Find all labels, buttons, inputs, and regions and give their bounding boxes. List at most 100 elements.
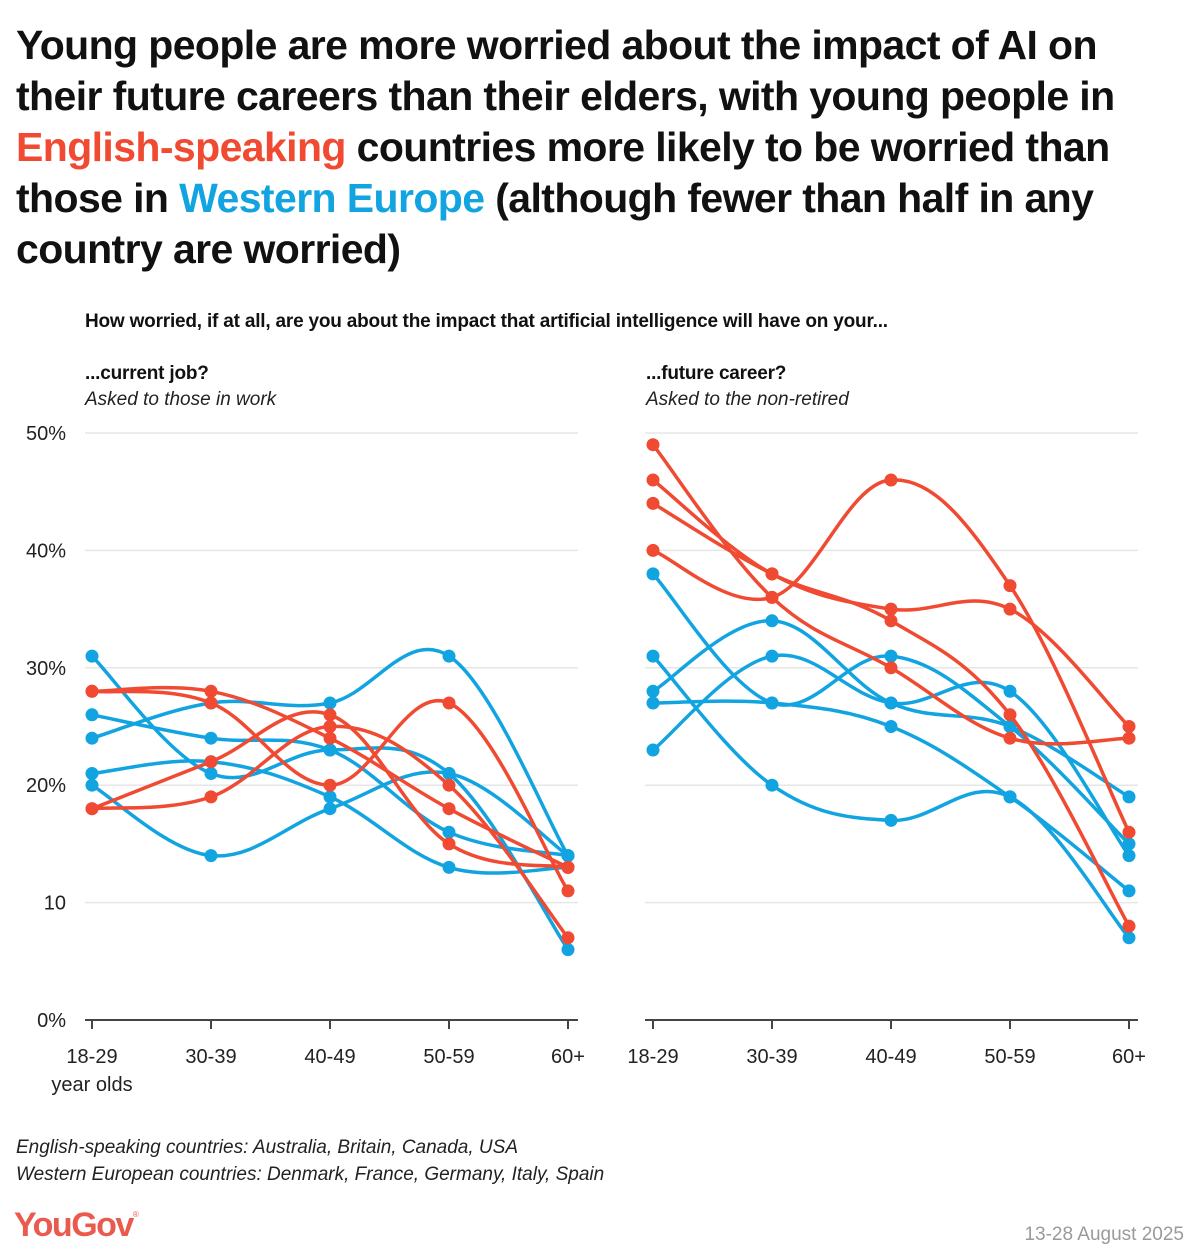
panel-title: ...future career?: [646, 363, 787, 384]
data-point-english-speaking: [204, 790, 218, 804]
data-point-english-speaking: [442, 802, 456, 816]
data-point-western-europe: [323, 743, 337, 757]
series-line-western-europe: [90, 647, 570, 858]
data-point-english-speaking: [323, 720, 337, 733]
data-point-western-europe: [1003, 790, 1017, 804]
data-point-western-europe: [85, 708, 99, 722]
data-point-western-europe: [85, 649, 99, 663]
data-point-western-europe: [1122, 849, 1136, 863]
data-point-western-europe: [1003, 720, 1017, 733]
data-point-english-speaking: [442, 837, 456, 851]
data-point-western-europe: [442, 825, 456, 839]
data-point-western-europe: [646, 696, 660, 710]
data-point-western-europe: [204, 767, 218, 780]
data-point-western-europe: [646, 743, 660, 757]
data-point-western-europe: [85, 767, 99, 780]
data-point-english-speaking: [884, 661, 898, 675]
data-point-english-speaking: [1122, 720, 1136, 733]
fieldwork-date: 13-28 August 2025: [1024, 1224, 1184, 1245]
x-tick-label: 50-59: [423, 1046, 474, 1068]
data-point-western-europe: [323, 696, 337, 710]
x-tick-label: 18-29: [66, 1046, 117, 1068]
x-tick-label: 60+: [1112, 1046, 1146, 1068]
data-point-western-europe: [765, 614, 779, 628]
x-tick-label: 50-59: [984, 1046, 1035, 1068]
y-tick-label: 10: [44, 893, 66, 915]
x-tick-label: 18-29: [627, 1046, 678, 1068]
panel-header-current-job: ...current job? Asked to those in work: [85, 361, 276, 413]
data-point-western-europe: [884, 813, 898, 827]
survey-question: How worried, if at all, are you about th…: [85, 311, 888, 332]
x-tick-label: 30-39: [185, 1046, 236, 1068]
series-line-english-speaking: [90, 689, 570, 893]
data-point-western-europe: [1122, 931, 1136, 945]
data-point-western-europe: [646, 684, 660, 698]
panel-title: ...current job?: [85, 363, 209, 384]
data-point-western-europe: [204, 731, 218, 745]
footnote-western-europe: Western European countries: Denmark, Fra…: [16, 1164, 605, 1185]
y-tick-label: 50%: [26, 423, 66, 445]
data-point-western-europe: [204, 849, 218, 863]
series-line-english-speaking: [651, 501, 1131, 928]
data-point-western-europe: [765, 696, 779, 710]
data-point-english-speaking: [646, 496, 660, 510]
title-text: Young people are more worried about the …: [16, 22, 1115, 119]
data-point-western-europe: [646, 649, 660, 663]
panel-header-future-career: ...future career? Asked to the non-retir…: [646, 361, 849, 413]
data-point-english-speaking: [442, 778, 456, 792]
data-point-western-europe: [442, 860, 456, 874]
data-point-western-europe: [765, 778, 779, 792]
panel-subtitle: Asked to those in work: [85, 389, 277, 410]
data-point-western-europe: [884, 649, 898, 663]
title-text: (although fewer than half in any country…: [16, 175, 1094, 272]
data-point-western-europe: [765, 649, 779, 663]
data-point-english-speaking: [1003, 708, 1017, 722]
data-point-western-europe: [85, 731, 99, 745]
data-point-western-europe: [1122, 884, 1136, 898]
data-point-english-speaking: [85, 684, 99, 698]
data-point-english-speaking: [323, 731, 337, 745]
y-tick-label: 40%: [26, 540, 66, 562]
series-line-english-speaking: [651, 478, 1131, 834]
data-point-western-europe: [561, 849, 575, 863]
data-point-english-speaking: [765, 590, 779, 604]
data-point-english-speaking: [561, 931, 575, 945]
x-tick-label: 30-39: [746, 1046, 797, 1068]
brand-name: YouGov: [14, 1206, 134, 1244]
data-point-western-europe: [1122, 837, 1136, 851]
data-point-english-speaking: [646, 473, 660, 487]
data-point-english-speaking: [85, 802, 99, 816]
data-point-english-speaking: [1003, 731, 1017, 745]
data-point-english-speaking: [204, 684, 218, 698]
data-point-english-speaking: [1003, 579, 1017, 593]
yougov-logo: YouGov®: [14, 1206, 139, 1245]
data-point-western-europe: [561, 943, 575, 957]
data-point-western-europe: [442, 649, 456, 663]
registered-mark-icon: ®: [132, 1210, 139, 1219]
chart-title: Young people are more worried about the …: [16, 20, 1186, 275]
data-point-western-europe: [85, 778, 99, 792]
title-highlight-western-europe: Western Europe: [179, 175, 485, 221]
panel-subtitle: Asked to the non-retired: [646, 389, 849, 410]
data-point-english-speaking: [442, 696, 456, 710]
data-point-english-speaking: [884, 602, 898, 616]
data-point-english-speaking: [646, 438, 660, 452]
y-tick-label: 30%: [26, 658, 66, 680]
x-axis-unit-label: year olds: [51, 1074, 132, 1096]
data-point-english-speaking: [1122, 919, 1136, 933]
data-point-western-europe: [1003, 684, 1017, 698]
y-tick-label: 0%: [37, 1010, 66, 1032]
data-point-western-europe: [646, 567, 660, 581]
data-point-english-speaking: [765, 567, 779, 581]
data-point-western-europe: [884, 720, 898, 733]
data-point-western-europe: [1122, 790, 1136, 804]
x-tick-label: 40-49: [304, 1046, 355, 1068]
data-point-western-europe: [323, 790, 337, 804]
data-point-english-speaking: [323, 708, 337, 722]
data-point-english-speaking: [561, 860, 575, 874]
title-text: countries more likely to be worried than…: [16, 124, 1110, 221]
data-point-english-speaking: [884, 473, 898, 487]
data-point-english-speaking: [561, 884, 575, 898]
data-point-western-europe: [884, 696, 898, 710]
